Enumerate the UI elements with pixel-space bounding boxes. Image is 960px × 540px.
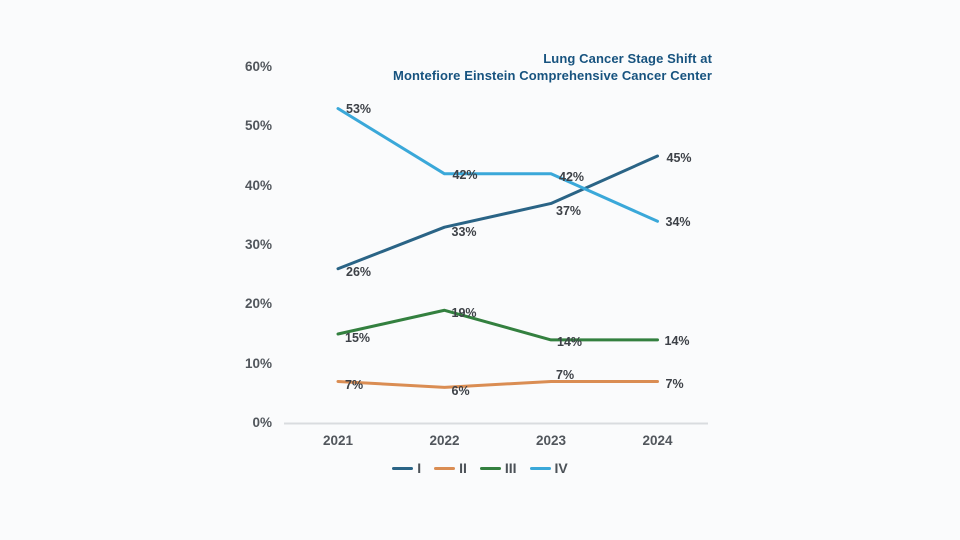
value-label-II-2023: 7% — [556, 368, 575, 383]
value-label-III-2024: 14% — [664, 333, 690, 348]
chart-title-line1: Lung Cancer Stage Shift at — [543, 51, 712, 66]
series-line-III — [336, 308, 659, 342]
y-tick-label-30: 30% — [244, 237, 272, 252]
legend-label-IV: IV — [554, 460, 568, 476]
value-label-II-2022: 6% — [451, 384, 470, 399]
legend-label-III: III — [504, 460, 517, 476]
x-tick-label-2022: 2022 — [429, 433, 460, 448]
y-tick-label-60: 60% — [244, 59, 272, 74]
legend-swatch-III — [479, 466, 501, 470]
chart-legend: I II III IV — [0, 459, 960, 477]
legend-swatch-I — [392, 466, 414, 470]
y-tick-label-0: 0% — [252, 415, 272, 430]
value-label-I-2023: 37% — [556, 204, 582, 219]
y-tick-label-50: 50% — [244, 118, 272, 134]
legend-label-II: II — [459, 460, 467, 476]
value-label-III-2023: 14% — [557, 334, 583, 349]
x-tick-label-2024: 2024 — [642, 433, 673, 448]
legend-item-I: I — [392, 459, 421, 477]
series-line-I — [336, 154, 659, 271]
legend-item-III: III — [479, 459, 517, 477]
value-label-I-2021: 26% — [346, 264, 372, 279]
y-tick-label-10: 10% — [244, 355, 272, 371]
value-label-II-2021: 7% — [345, 378, 364, 393]
legend-item-II: II — [434, 459, 467, 477]
legend-swatch-II — [434, 466, 456, 470]
series-line-IV — [336, 107, 659, 223]
value-label-I-2024: 45% — [666, 151, 692, 165]
x-tick-label-2023: 2023 — [535, 433, 567, 448]
legend-item-IV: IV — [529, 459, 568, 477]
legend-swatch-IV — [529, 466, 551, 470]
chart-title-line2: Montefiore Einstein Comprehensive Cancer… — [393, 67, 712, 83]
value-label-III-2022: 19% — [451, 306, 477, 321]
chart-title: Lung Cancer Stage Shift at Montefiore Ei… — [393, 51, 712, 84]
value-label-IV-2024: 34% — [665, 215, 691, 230]
value-label-IV-2021: 53% — [346, 101, 372, 116]
legend-label-I: I — [417, 460, 422, 476]
value-label-III-2021: 15% — [345, 331, 371, 345]
series-line-II — [336, 379, 659, 389]
y-tick-label-40: 40% — [244, 177, 272, 193]
value-label-II-2024: 7% — [665, 377, 684, 392]
y-tick-label-20: 20% — [244, 296, 272, 312]
value-label-IV-2022: 42% — [452, 167, 478, 182]
value-label-IV-2023: 42% — [559, 169, 585, 184]
x-tick-label-2021: 2021 — [322, 433, 354, 448]
value-label-I-2022: 33% — [451, 225, 477, 240]
